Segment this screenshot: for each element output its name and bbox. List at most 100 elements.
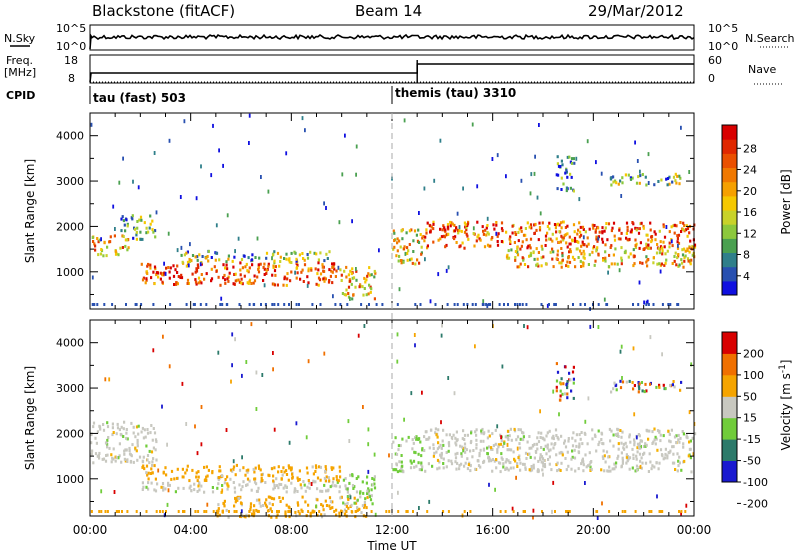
scatter-cell xyxy=(524,227,527,230)
scatter-cell xyxy=(345,288,348,292)
scatter-cell xyxy=(176,264,179,268)
noise-cell xyxy=(661,352,663,357)
scatter-cell xyxy=(224,478,227,481)
scatter-cell xyxy=(568,250,571,254)
scatter-cell xyxy=(217,476,220,479)
scatter-cell xyxy=(526,246,529,250)
noise-cell xyxy=(396,359,399,364)
scatter-cell xyxy=(683,256,686,260)
scatter-cell xyxy=(251,512,254,516)
scatter-cell xyxy=(413,450,416,454)
scatter-cell xyxy=(577,467,580,471)
scatter-cell xyxy=(486,436,489,440)
scatter-cell xyxy=(630,228,633,232)
scatter-cell xyxy=(395,254,398,258)
scatter-cell xyxy=(649,221,652,225)
scatter-cell xyxy=(610,390,613,394)
scatter-cell xyxy=(137,432,140,436)
scatter-cell xyxy=(271,467,274,471)
scatter-cell xyxy=(146,431,150,435)
scatter-cell xyxy=(673,259,676,263)
scatter-cell xyxy=(124,229,127,233)
scatter-cell xyxy=(600,438,603,441)
scatter-cell xyxy=(297,503,300,507)
scatter-cell xyxy=(664,261,667,265)
scatter-cell xyxy=(223,504,226,508)
noise-cell xyxy=(323,201,325,206)
scatter-cell xyxy=(276,251,280,255)
scatter-cell xyxy=(664,387,667,391)
scatter-cell xyxy=(519,247,522,251)
ground-cell xyxy=(219,303,222,306)
scatter-cell xyxy=(141,481,144,485)
ground-cell xyxy=(346,303,349,306)
scatter-cell xyxy=(646,429,649,433)
scatter-cell xyxy=(596,246,599,250)
scatter-cell xyxy=(556,162,559,166)
scatter-cell xyxy=(267,509,271,512)
scatter-cell xyxy=(362,491,365,495)
scatter-cell xyxy=(339,268,342,272)
scatter-cell xyxy=(529,237,533,241)
scatter-cell xyxy=(653,438,656,442)
scatter-cell xyxy=(522,435,525,439)
scatter-cell xyxy=(560,265,563,269)
scatter-cell xyxy=(299,277,302,281)
scatter-cell xyxy=(152,446,155,450)
scatter-cell xyxy=(155,458,158,462)
scatter-cell xyxy=(571,444,575,448)
scatter-cell xyxy=(563,441,566,445)
scatter-cell xyxy=(232,465,236,469)
ground-cell xyxy=(565,510,567,513)
scatter-cell xyxy=(668,432,671,436)
scatter-cell xyxy=(94,244,97,248)
noise-cell xyxy=(539,211,542,216)
scatter-cell xyxy=(105,454,108,457)
scatter-cell xyxy=(491,469,494,473)
scatter-cell xyxy=(142,455,145,459)
scatter-cell xyxy=(673,255,676,258)
freq-unit-label: [MHz] xyxy=(4,66,36,79)
noise-cell xyxy=(515,475,517,480)
colorbar-swatch xyxy=(722,139,737,154)
noise-cell xyxy=(639,442,641,447)
scatter-cell xyxy=(629,176,632,180)
scatter-cell xyxy=(601,237,604,241)
scatter-cell xyxy=(609,439,612,443)
scatter-cell xyxy=(635,228,638,232)
scatter-cell xyxy=(429,230,432,234)
scatter-cell xyxy=(335,269,338,273)
scatter-cell xyxy=(124,244,127,248)
noise-cell xyxy=(162,334,164,339)
ground-cell xyxy=(481,303,484,306)
scatter-cell xyxy=(465,232,468,236)
scatter-cell xyxy=(305,466,309,470)
scatter-cell xyxy=(536,469,539,473)
scatter-cell xyxy=(559,394,562,398)
scatter-cell xyxy=(467,237,470,241)
scatter-cell xyxy=(578,442,581,446)
scatter-cell xyxy=(282,486,285,490)
scatter-cell xyxy=(666,249,669,253)
colorbar-swatch xyxy=(722,280,737,296)
scatter-cell xyxy=(366,489,369,493)
scatter-cell xyxy=(555,434,558,437)
scatter-cell xyxy=(147,477,150,481)
scatter-cell xyxy=(229,477,232,481)
scatter-cell xyxy=(216,486,219,490)
scatter-cell xyxy=(659,448,663,452)
scatter-cell xyxy=(272,479,275,483)
scatter-cell xyxy=(347,506,350,510)
scatter-cell xyxy=(137,424,140,428)
noise-cell xyxy=(362,405,364,409)
scatter-cell xyxy=(617,435,620,438)
scatter-cell xyxy=(136,220,139,223)
scatter-cell xyxy=(335,475,338,479)
scatter-cell xyxy=(577,451,581,455)
scatter-cell xyxy=(213,265,216,269)
scatter-cell xyxy=(621,459,624,463)
scatter-cell xyxy=(693,243,697,247)
scatter-cell xyxy=(165,473,168,477)
scatter-cell xyxy=(180,273,183,277)
